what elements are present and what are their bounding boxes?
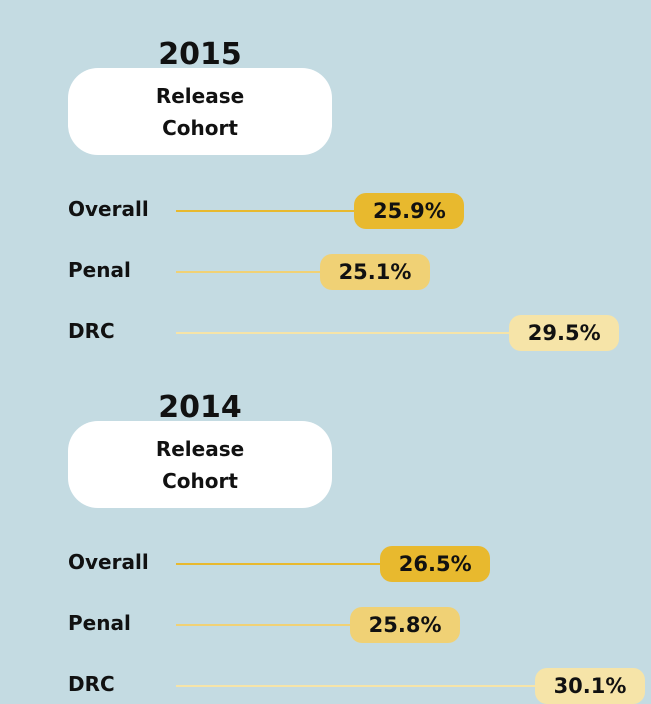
category-label: Penal [68, 611, 131, 635]
value-pill: 25.8% [350, 607, 461, 643]
value-pill: 29.5% [509, 315, 620, 351]
value-pill: 25.9% [354, 193, 465, 229]
value-pill: 25.1% [320, 254, 430, 290]
chart-subtitle: Release Cohort [155, 436, 245, 493]
chart-title: 2015 [158, 37, 242, 72]
category-label: DRC [68, 319, 115, 343]
bar-stem [176, 332, 565, 334]
category-label: Overall [68, 197, 149, 221]
bar-stem [176, 563, 436, 565]
category-label: DRC [68, 672, 115, 696]
cohort-box: Release Cohort [68, 421, 332, 508]
value-pill: 26.5% [380, 546, 491, 582]
bar-stem [176, 685, 590, 687]
category-label: Overall [68, 550, 149, 574]
bar-stem [176, 271, 375, 273]
bar-stem [176, 624, 406, 626]
category-label: Penal [68, 258, 131, 282]
cohort-box: Release Cohort [68, 68, 332, 155]
chart-subtitle: Release Cohort [155, 83, 245, 140]
chart-title: 2014 [158, 390, 242, 425]
bar-stem [176, 210, 410, 212]
value-pill: 30.1% [535, 668, 645, 704]
